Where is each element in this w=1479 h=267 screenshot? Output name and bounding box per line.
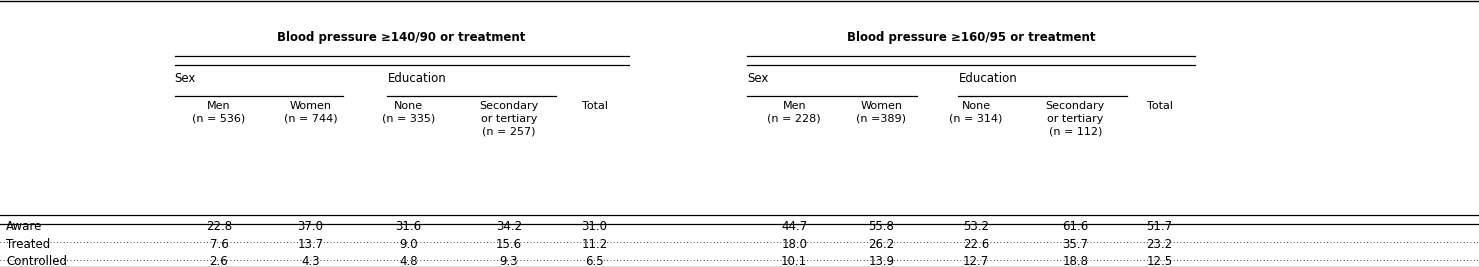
Text: Total: Total xyxy=(1146,101,1173,111)
Text: 44.7: 44.7 xyxy=(781,220,808,233)
Text: Blood pressure ≥140/90 or treatment: Blood pressure ≥140/90 or treatment xyxy=(278,31,525,44)
Text: 13.7: 13.7 xyxy=(297,238,324,251)
Text: 7.6: 7.6 xyxy=(210,238,228,251)
Text: 22.6: 22.6 xyxy=(963,238,989,251)
Text: Total: Total xyxy=(581,101,608,111)
Text: 61.6: 61.6 xyxy=(1062,220,1089,233)
Text: Men
(n = 536): Men (n = 536) xyxy=(192,101,246,124)
Text: 22.8: 22.8 xyxy=(206,220,232,233)
Text: 18.0: 18.0 xyxy=(781,238,808,251)
Text: Controlled: Controlled xyxy=(6,255,67,267)
Text: 51.7: 51.7 xyxy=(1146,220,1173,233)
Text: 10.1: 10.1 xyxy=(781,255,808,267)
Text: Blood pressure ≥160/95 or treatment: Blood pressure ≥160/95 or treatment xyxy=(846,31,1096,44)
Text: 15.6: 15.6 xyxy=(495,238,522,251)
Text: 6.5: 6.5 xyxy=(586,255,603,267)
Text: 11.2: 11.2 xyxy=(581,238,608,251)
Text: Education: Education xyxy=(387,72,447,85)
Text: 2.6: 2.6 xyxy=(210,255,228,267)
Text: Men
(n = 228): Men (n = 228) xyxy=(768,101,821,124)
Text: 13.9: 13.9 xyxy=(868,255,895,267)
Text: Education: Education xyxy=(958,72,1018,85)
Text: 12.7: 12.7 xyxy=(963,255,989,267)
Text: 4.3: 4.3 xyxy=(302,255,319,267)
Text: 23.2: 23.2 xyxy=(1146,238,1173,251)
Text: 34.2: 34.2 xyxy=(495,220,522,233)
Text: None
(n = 335): None (n = 335) xyxy=(382,101,435,124)
Text: 26.2: 26.2 xyxy=(868,238,895,251)
Text: Sex: Sex xyxy=(747,72,768,85)
Text: Sex: Sex xyxy=(175,72,195,85)
Text: Treated: Treated xyxy=(6,238,50,251)
Text: Secondary
or tertiary
(n = 257): Secondary or tertiary (n = 257) xyxy=(479,101,538,136)
Text: 12.5: 12.5 xyxy=(1146,255,1173,267)
Text: 31.6: 31.6 xyxy=(395,220,422,233)
Text: Women
(n =389): Women (n =389) xyxy=(856,101,907,124)
Text: Secondary
or tertiary
(n = 112): Secondary or tertiary (n = 112) xyxy=(1046,101,1105,136)
Text: 31.0: 31.0 xyxy=(581,220,608,233)
Text: 18.8: 18.8 xyxy=(1062,255,1089,267)
Text: 9.0: 9.0 xyxy=(399,238,417,251)
Text: 53.2: 53.2 xyxy=(963,220,989,233)
Text: 4.8: 4.8 xyxy=(399,255,417,267)
Text: Aware: Aware xyxy=(6,220,43,233)
Text: 55.8: 55.8 xyxy=(868,220,895,233)
Text: Women
(n = 744): Women (n = 744) xyxy=(284,101,337,124)
Text: 37.0: 37.0 xyxy=(297,220,324,233)
Text: None
(n = 314): None (n = 314) xyxy=(950,101,1003,124)
Text: 35.7: 35.7 xyxy=(1062,238,1089,251)
Text: 9.3: 9.3 xyxy=(500,255,518,267)
